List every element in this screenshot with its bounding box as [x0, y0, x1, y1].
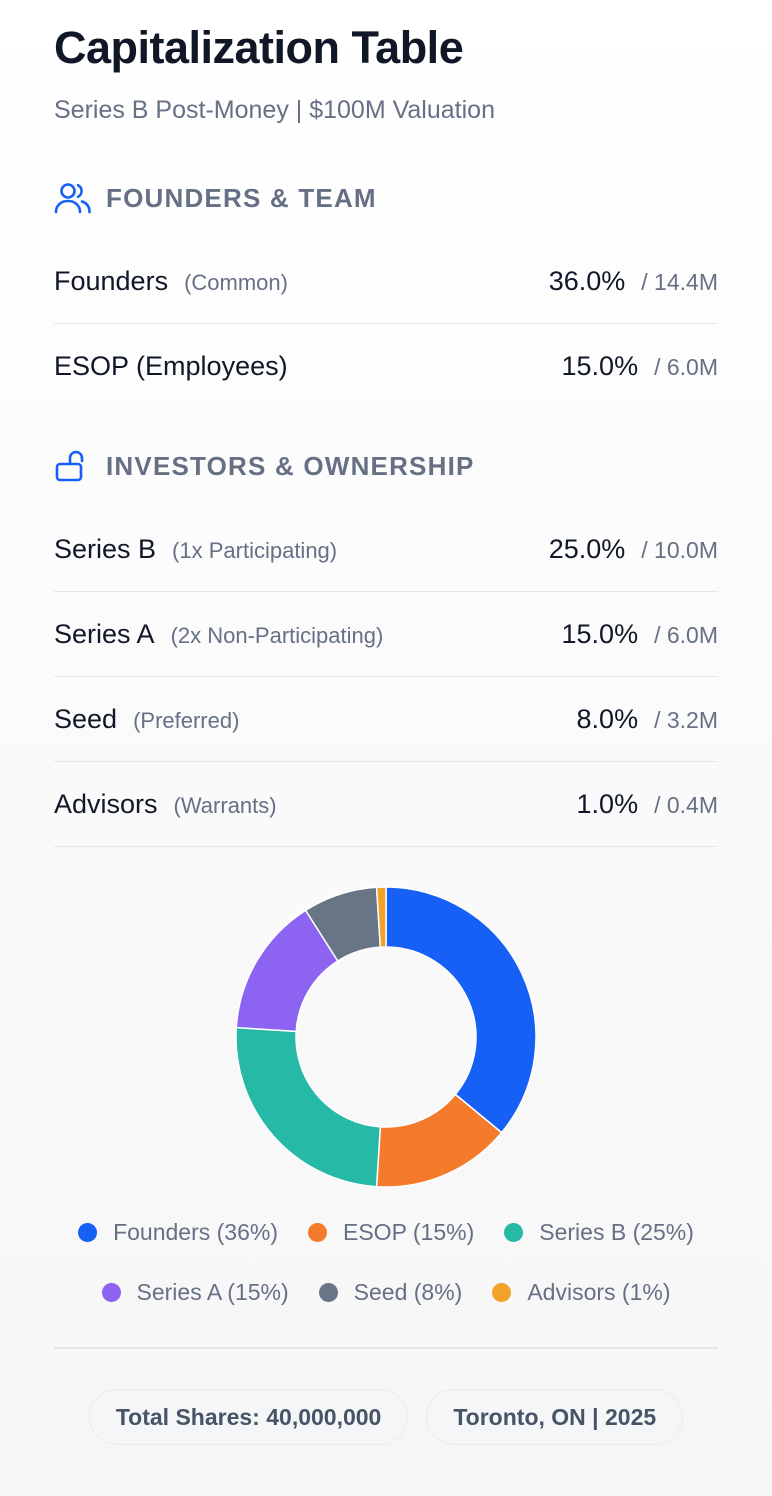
legend-label: Series B (25%)	[539, 1219, 694, 1245]
users-icon	[54, 180, 92, 216]
row-percentage: 1.0%	[576, 788, 639, 819]
section-header-team: FOUNDERS & TEAM	[54, 180, 377, 216]
ownership-donut-chart	[235, 886, 537, 1188]
row-name: Series B	[54, 533, 157, 564]
table-row: Series A (2x Non-Participating) 15.0% / …	[54, 592, 718, 677]
legend-item-esop: ESOP (15%)	[308, 1219, 474, 1246]
table-row: Seed (Preferred) 8.0% / 3.2M	[54, 677, 718, 762]
row-percentage: 25.0%	[548, 533, 626, 564]
row-class: (1x Participating)	[172, 537, 338, 563]
table-row: Founders (Common) 36.0% / 14.4M	[54, 239, 718, 324]
legend-item-seed: Seed (8%)	[318, 1279, 463, 1306]
legend-label: Founders (36%)	[113, 1219, 278, 1245]
donut-slice-founders	[385, 886, 537, 1134]
legend-dot	[492, 1283, 512, 1302]
section-label-team: FOUNDERS & TEAM	[106, 182, 377, 213]
legend-label: ESOP (15%)	[343, 1219, 475, 1245]
page-subtitle: Series B Post-Money | $100M Valuation	[54, 96, 495, 124]
donut-slice-advisors	[375, 886, 387, 948]
section-header-investors: INVESTORS & OWNERSHIP	[54, 448, 475, 484]
legend-dot	[504, 1223, 524, 1242]
footer-divider	[54, 1347, 718, 1349]
location-badge: Toronto, ON | 2025	[426, 1389, 684, 1445]
table-row: Advisors (Warrants) 1.0% / 0.4M	[54, 762, 718, 847]
row-class: (Common)	[184, 269, 288, 295]
row-shares: / 10.0M	[641, 536, 718, 563]
row-shares: / 6.0M	[654, 621, 718, 648]
chart-legend-row-2: Series A (15%) Seed (8%) Advisors (1%)	[0, 1279, 772, 1306]
row-class: (2x Non-Participating)	[170, 622, 384, 648]
total-shares-badge: Total Shares: 40,000,000	[88, 1389, 409, 1445]
row-percentage: 15.0%	[561, 351, 639, 381]
row-shares: / 0.4M	[654, 791, 718, 818]
legend-label: Series A (15%)	[136, 1279, 289, 1305]
row-percentage: 15.0%	[561, 618, 639, 649]
row-name: Founders	[54, 265, 169, 296]
row-name: Seed	[54, 703, 118, 734]
page-title: Capitalization Table	[54, 22, 464, 73]
unlock-icon	[54, 448, 92, 484]
donut-slice-series-b	[235, 1026, 382, 1188]
legend-dot	[78, 1223, 98, 1242]
legend-dot	[308, 1223, 327, 1242]
legend-item-series-b: Series B (25%)	[504, 1219, 694, 1246]
legend-item-founders: Founders (36%)	[78, 1219, 278, 1246]
legend-item-series-a: Series A (15%)	[101, 1279, 289, 1306]
row-class: (Preferred)	[133, 707, 240, 733]
legend-dot	[101, 1283, 121, 1302]
legend-item-advisors: Advisors (1%)	[492, 1279, 670, 1306]
table-row: ESOP (Employees) 15.0% / 6.0M	[54, 324, 718, 409]
row-shares: / 3.2M	[654, 706, 718, 733]
row-name: ESOP (Employees)	[54, 351, 288, 381]
row-name: Series A	[54, 618, 155, 649]
row-shares: / 14.4M	[641, 268, 718, 295]
row-class: (Warrants)	[173, 792, 277, 818]
row-percentage: 36.0%	[548, 265, 626, 296]
row-shares: / 6.0M	[654, 354, 718, 380]
chart-legend-row-1: Founders (36%) ESOP (15%) Series B (25%)	[0, 1219, 772, 1246]
legend-label: Seed (8%)	[353, 1279, 463, 1305]
legend-label: Advisors (1%)	[527, 1279, 671, 1305]
table-row: Series B (1x Participating) 25.0% / 10.0…	[54, 507, 718, 592]
section-label-investors: INVESTORS & OWNERSHIP	[106, 450, 475, 481]
legend-dot	[318, 1283, 338, 1302]
row-percentage: 8.0%	[576, 703, 639, 734]
footer-pills: Total Shares: 40,000,000 Toronto, ON | 2…	[0, 1389, 772, 1445]
row-name: Advisors	[54, 788, 158, 819]
